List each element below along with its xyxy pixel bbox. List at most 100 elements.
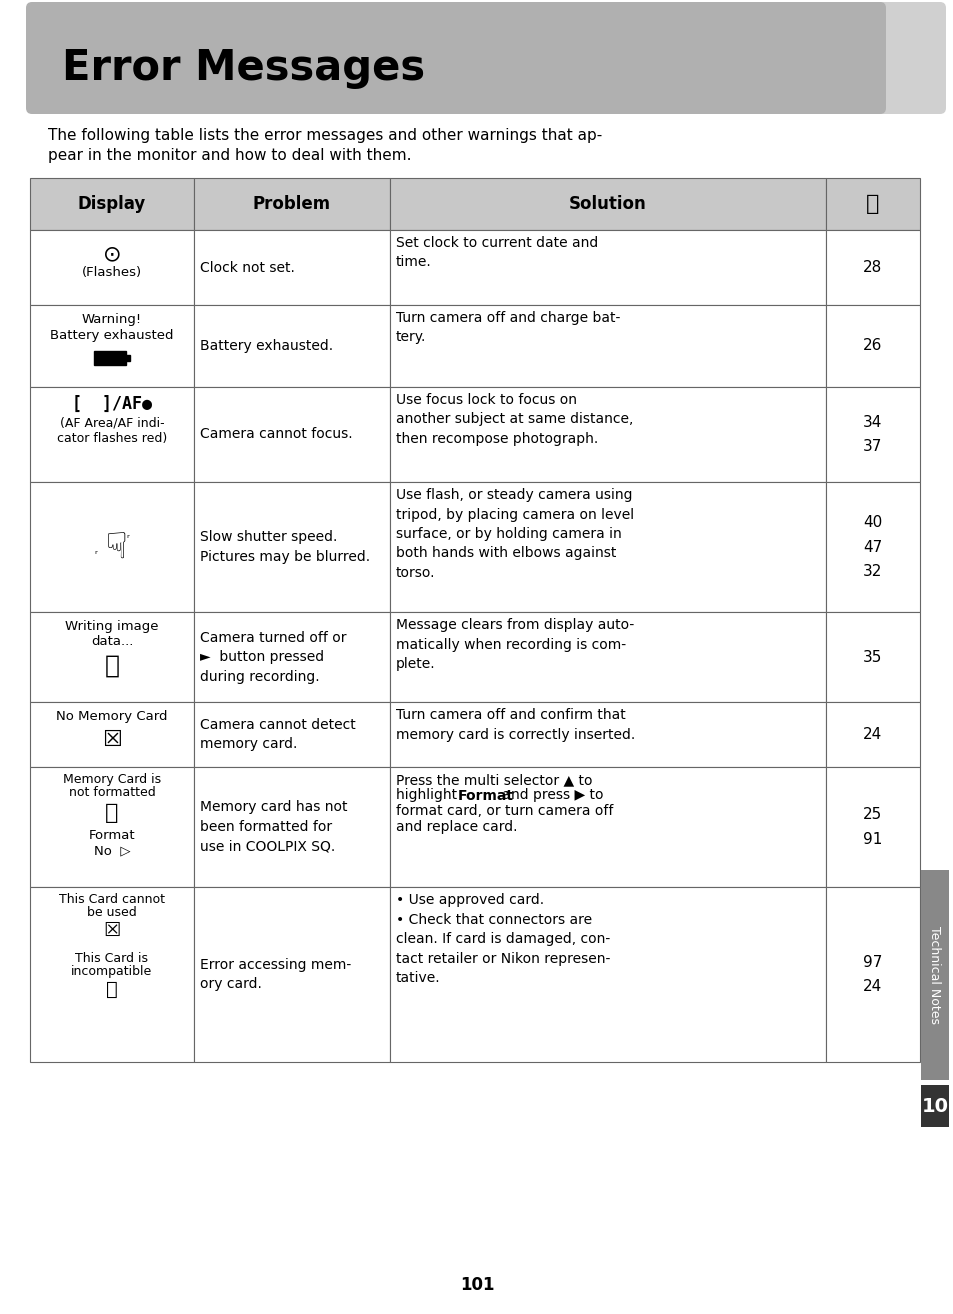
Bar [30,177,193,230]
Bar [193,612,390,702]
Bar [825,388,919,482]
Bar [126,355,130,361]
Text: not formatted: not formatted [69,786,155,799]
Text: ☞: ☞ [95,531,129,564]
Text: ☒: ☒ [103,921,121,940]
Text: data...: data... [91,635,133,648]
Bar [390,230,825,305]
Text: Writing image: Writing image [65,620,158,633]
Text: cator flashes red): cator flashes red) [57,432,167,445]
Bar [825,612,919,702]
Bar [825,305,919,388]
Text: Battery exhausted.: Battery exhausted. [200,339,333,353]
Bar [920,870,948,1080]
Text: Press the multi selector ▲ to: Press the multi selector ▲ to [395,773,592,787]
Bar [193,887,390,1062]
Text: ʳ: ʳ [127,533,130,544]
Text: Memory card has not
been formatted for
use in COOLPIX SQ.: Memory card has not been formatted for u… [200,800,347,854]
Bar [30,887,193,1062]
FancyBboxPatch shape [26,3,885,114]
Text: ☒: ☒ [102,731,122,750]
Bar [193,388,390,482]
Text: be used: be used [87,905,136,918]
Text: This Card is: This Card is [75,953,149,964]
Text: Solution: Solution [569,194,646,213]
Bar [390,887,825,1062]
Text: Camera cannot focus.: Camera cannot focus. [200,427,353,442]
Text: 40
47
32: 40 47 32 [862,515,882,579]
Bar [30,305,193,388]
Bar [30,612,193,702]
Text: Warning!: Warning! [82,313,142,326]
Bar [825,230,919,305]
Bar [193,305,390,388]
Text: ⎕: ⎕ [106,980,118,999]
Text: Slow shutter speed.
Pictures may be blurred.: Slow shutter speed. Pictures may be blur… [200,531,370,564]
Text: 35: 35 [862,649,882,665]
Text: and replace card.: and replace card. [395,820,517,833]
Text: ⌛: ⌛ [105,654,119,678]
Text: 97
24: 97 24 [862,955,882,995]
Bar [193,767,390,887]
Text: Camera cannot detect
memory card.: Camera cannot detect memory card. [200,717,355,752]
Bar [390,305,825,388]
Text: Set clock to current date and
time.: Set clock to current date and time. [395,237,598,269]
Text: Format: Format [457,788,514,803]
Text: Camera turned off or
►  button pressed
during recording.: Camera turned off or ► button pressed du… [200,631,346,683]
Text: The following table lists the error messages and other warnings that ap-: The following table lists the error mess… [48,127,601,143]
Bar [390,702,825,767]
Text: Clock not set.: Clock not set. [200,260,294,275]
Text: ⎕: ⎕ [105,803,118,823]
Bar [193,177,390,230]
Text: highlight: highlight [395,788,461,803]
Bar [193,230,390,305]
Text: [  ]/AF●: [ ]/AF● [71,396,152,413]
Text: Memory Card is: Memory Card is [63,773,161,786]
Text: • Use approved card.
• Check that connectors are
clean. If card is damaged, con-: • Use approved card. • Check that connec… [395,894,610,986]
Text: 25
91: 25 91 [862,807,882,846]
Text: 101: 101 [459,1276,494,1294]
FancyBboxPatch shape [863,3,945,114]
Bar [390,767,825,887]
Bar [390,612,825,702]
Text: Error accessing mem-
ory card.: Error accessing mem- ory card. [200,958,351,991]
Text: This Card cannot: This Card cannot [59,894,165,905]
Text: Use flash, or steady camera using
tripod, by placing camera on level
surface, or: Use flash, or steady camera using tripod… [395,487,634,579]
Bar [390,388,825,482]
Bar [825,887,919,1062]
Text: (Flashes): (Flashes) [82,265,142,279]
Text: Battery exhausted: Battery exhausted [51,328,173,342]
Bar [825,702,919,767]
Text: 📷: 📷 [865,194,879,214]
Bar [94,351,126,365]
Bar [193,482,390,612]
Text: and press ▶ to: and press ▶ to [497,788,603,803]
Bar [825,177,919,230]
Bar [30,702,193,767]
Text: 26: 26 [862,339,882,353]
Text: ⊙: ⊙ [103,244,121,264]
Bar [30,388,193,482]
Bar [30,767,193,887]
Bar [193,702,390,767]
Text: Problem: Problem [253,194,331,213]
Bar [825,767,919,887]
Text: Display: Display [78,194,146,213]
Text: Technical Notes: Technical Notes [927,926,941,1024]
Text: Turn camera off and confirm that
memory card is correctly inserted.: Turn camera off and confirm that memory … [395,708,635,741]
Bar [390,177,825,230]
Text: Error Messages: Error Messages [62,47,425,89]
Bar [30,482,193,612]
Text: 34
37: 34 37 [862,415,882,455]
Text: Message clears from display auto-
matically when recording is com-
plete.: Message clears from display auto- matica… [395,618,634,671]
Bar [390,482,825,612]
Bar [920,1085,948,1127]
Bar [825,482,919,612]
Text: 28: 28 [862,260,882,275]
Text: pear in the monitor and how to deal with them.: pear in the monitor and how to deal with… [48,148,411,163]
Text: 10: 10 [921,1096,947,1116]
Text: (AF Area/AF indi-: (AF Area/AF indi- [60,417,164,430]
Text: No  ▷: No ▷ [93,844,131,857]
Text: incompatible: incompatible [71,964,152,978]
Text: Use focus lock to focus on
another subject at same distance,
then recompose phot: Use focus lock to focus on another subje… [395,393,633,445]
